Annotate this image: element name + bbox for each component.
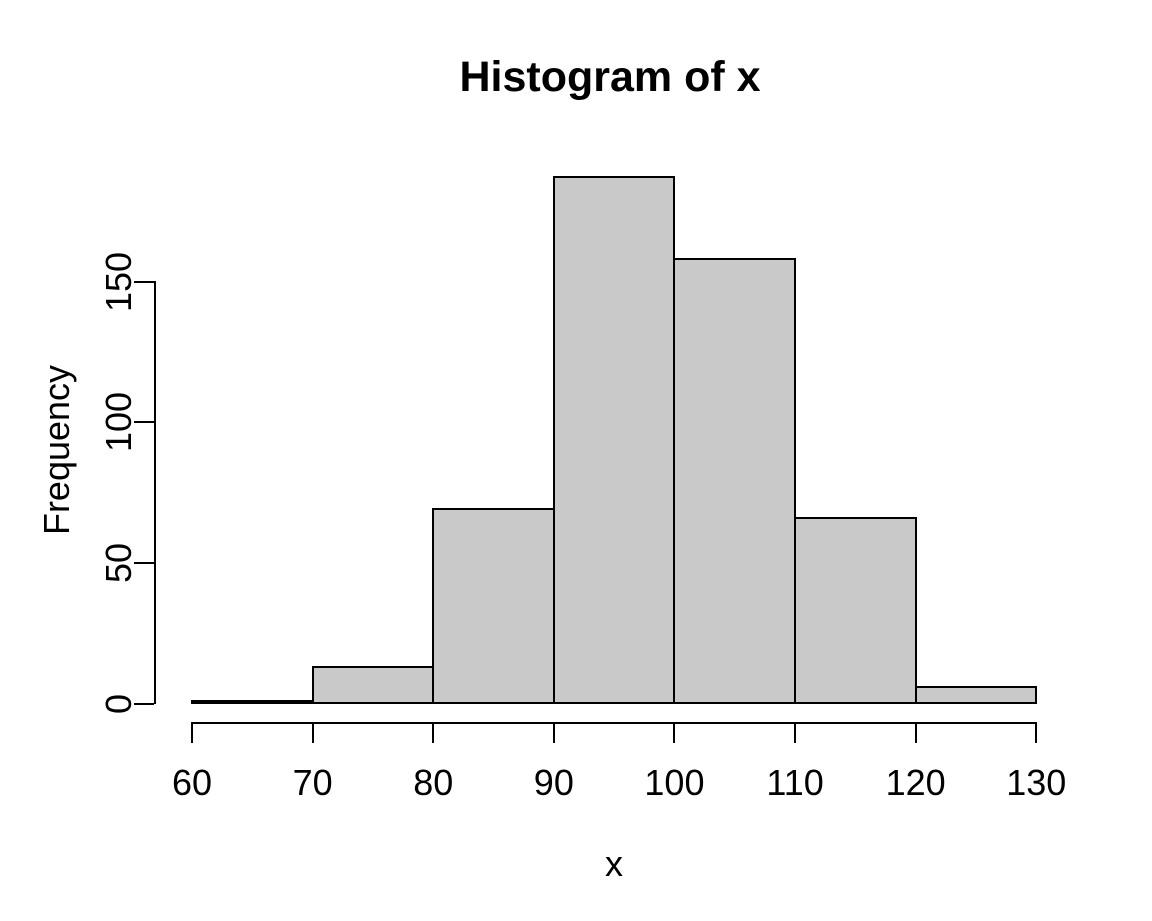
y-tick <box>134 561 154 564</box>
x-tick-label: 80 <box>413 762 454 803</box>
y-tick <box>134 280 154 283</box>
x-tick <box>191 722 193 743</box>
x-tick <box>673 722 676 743</box>
y-tick-label-text: 50 <box>98 542 139 583</box>
x-tick-label: 100 <box>644 762 705 803</box>
x-tick <box>914 722 917 743</box>
x-tick <box>311 722 314 743</box>
x-tick-label: 130 <box>1006 762 1067 803</box>
x-axis-label: x <box>605 843 623 884</box>
x-tick-label: 60 <box>171 762 213 803</box>
x-tick <box>794 722 797 743</box>
y-tick <box>134 702 154 705</box>
histogram-bar <box>673 257 797 705</box>
y-tick-label-text: 100 <box>98 392 139 453</box>
y-tick-label-text: 150 <box>98 251 139 312</box>
histogram-bar <box>914 685 1038 705</box>
x-tick <box>552 722 555 743</box>
x-tick-label: 120 <box>885 762 946 803</box>
histogram-bar <box>552 176 676 705</box>
x-tick <box>432 722 435 743</box>
x-tick-label: 110 <box>766 762 824 803</box>
x-tick <box>1035 722 1038 743</box>
histogram-bar <box>432 508 555 705</box>
y-axis-label-text: Frequency <box>36 364 77 536</box>
x-tick-label: 90 <box>533 762 574 803</box>
histogram-bar <box>311 665 435 705</box>
histogram-bar <box>191 699 314 705</box>
y-tick <box>134 421 154 424</box>
chart-title: Histogram of x <box>459 53 761 101</box>
y-tick-label-text: 0 <box>98 693 139 714</box>
y-axis-line <box>154 280 156 705</box>
x-axis-line <box>191 722 1038 724</box>
x-tick-label: 70 <box>292 762 333 803</box>
histogram-bar <box>794 516 917 705</box>
